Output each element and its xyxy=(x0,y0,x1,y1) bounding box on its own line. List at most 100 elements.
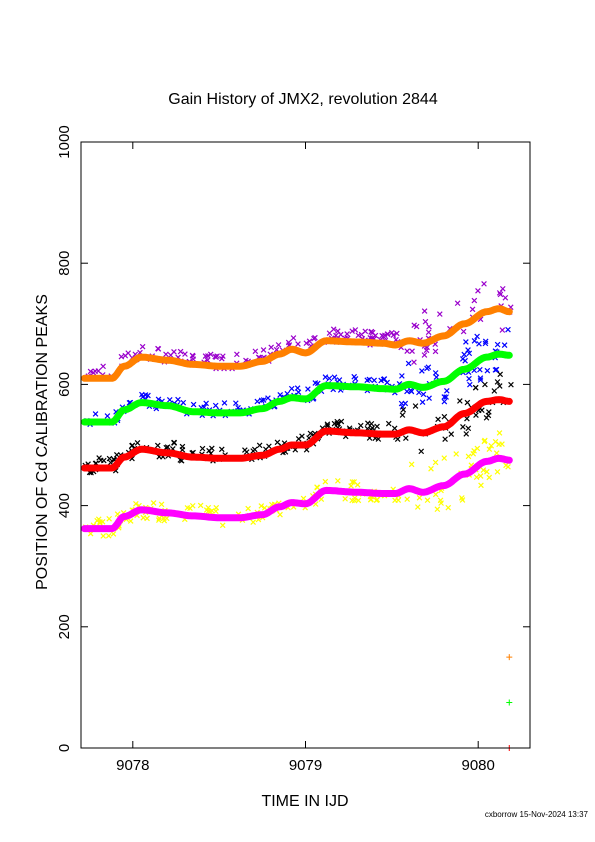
measurement-point xyxy=(418,448,425,455)
measurement-point xyxy=(441,455,448,461)
measurement-point xyxy=(100,363,106,370)
measurement-point xyxy=(306,338,313,345)
measurement-point xyxy=(405,360,412,367)
measurement-point xyxy=(453,451,460,457)
measurement-point xyxy=(508,381,514,388)
measurement-point xyxy=(502,294,509,301)
measurement-point xyxy=(205,353,211,359)
footer-timestamp: cxborrow 15-Nov-2024 13:37 xyxy=(485,810,589,819)
measurement-point xyxy=(459,497,466,503)
measurement-point xyxy=(480,467,487,473)
measurement-point xyxy=(145,392,151,399)
y-tick-label: 800 xyxy=(56,251,73,276)
measurement-point xyxy=(477,375,484,381)
measurement-point xyxy=(399,412,406,418)
measurement-point xyxy=(324,423,331,429)
measurement-point xyxy=(207,351,214,358)
measurement-point xyxy=(232,400,239,406)
measurement-point xyxy=(250,519,257,526)
measurement-point xyxy=(470,450,477,457)
measurement-point xyxy=(352,327,359,333)
measurement-point xyxy=(303,340,310,347)
measurement-point xyxy=(285,339,292,346)
measurement-point xyxy=(442,436,448,442)
measurement-point xyxy=(466,350,473,357)
x-axis-label: TIME IN IJD xyxy=(261,793,348,810)
measurement-point xyxy=(294,385,301,391)
measurement-point xyxy=(385,420,392,427)
measurement-point xyxy=(505,326,511,333)
y-tick-label: 600 xyxy=(56,372,73,397)
measurement-point xyxy=(424,497,431,504)
measurement-point xyxy=(265,395,271,401)
measurement-point xyxy=(118,353,125,360)
measurement-point xyxy=(491,388,498,394)
measurement-point xyxy=(486,446,493,453)
measurement-point xyxy=(312,380,319,386)
measurement-point xyxy=(209,507,215,514)
measurement-point xyxy=(212,402,219,409)
measurement-point xyxy=(187,505,193,512)
measurement-point xyxy=(322,478,329,485)
measurement-point xyxy=(416,389,422,396)
measurement-point xyxy=(467,381,473,388)
measurement-point xyxy=(163,351,169,358)
measurement-point xyxy=(105,533,112,539)
measurement-point xyxy=(395,497,402,504)
measurement-point xyxy=(434,506,441,513)
measurement-point xyxy=(473,412,479,418)
measurement-point xyxy=(481,438,488,445)
measurement-point xyxy=(219,522,226,529)
trend-line xyxy=(81,305,513,382)
measurement-point xyxy=(408,461,415,468)
trend-line xyxy=(81,350,513,426)
measurement-point xyxy=(464,399,471,406)
measurement-point xyxy=(261,505,268,511)
measurement-point xyxy=(113,452,120,458)
measurement-point xyxy=(404,388,410,395)
measurement-point xyxy=(337,331,344,338)
measurement-point xyxy=(220,353,226,359)
measurement-point xyxy=(349,328,356,334)
measurement-point xyxy=(460,424,466,430)
measurement-point xyxy=(412,403,419,409)
measurement-point xyxy=(290,335,297,341)
measurement-point xyxy=(334,418,341,425)
measurement-point xyxy=(104,413,111,419)
measurement-point xyxy=(342,496,348,502)
measurement-point xyxy=(426,323,432,330)
measurement-point xyxy=(499,285,506,292)
measurement-point xyxy=(197,502,204,509)
measurement-point xyxy=(305,386,311,392)
measurement-point xyxy=(419,368,425,374)
measurement-point xyxy=(482,381,488,388)
measurement-point xyxy=(299,433,305,440)
measurement-point xyxy=(87,368,94,375)
measurement-point xyxy=(87,530,94,537)
measurement-point xyxy=(203,400,209,407)
measurement-point xyxy=(463,339,469,345)
measurement-point xyxy=(457,398,463,404)
measurement-point xyxy=(435,416,441,423)
measurement-point xyxy=(95,368,102,374)
measurement-point xyxy=(499,327,506,333)
measurement-point xyxy=(419,399,426,406)
y-tick-label: 400 xyxy=(56,493,73,518)
measurement-point xyxy=(388,329,395,336)
measurement-point xyxy=(400,406,407,413)
measurement-point xyxy=(432,370,439,376)
measurement-point xyxy=(334,421,341,427)
measurement-point xyxy=(404,348,410,354)
measurement-point xyxy=(300,495,307,502)
measurement-point xyxy=(258,503,265,509)
measurement-point xyxy=(390,332,397,339)
measurement-point xyxy=(454,300,461,307)
measurement-point xyxy=(465,425,472,432)
chart-title: Gain History of JMX2, revolution 2844 xyxy=(168,91,438,108)
measurement-point xyxy=(445,504,452,511)
measurement-point xyxy=(394,436,401,443)
measurement-point xyxy=(399,373,405,379)
measurement-point xyxy=(106,515,112,522)
measurement-point xyxy=(242,447,248,453)
measurement-point xyxy=(100,533,107,539)
